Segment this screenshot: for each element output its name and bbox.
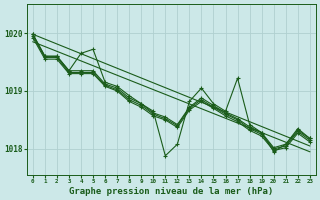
X-axis label: Graphe pression niveau de la mer (hPa): Graphe pression niveau de la mer (hPa): [69, 187, 274, 196]
